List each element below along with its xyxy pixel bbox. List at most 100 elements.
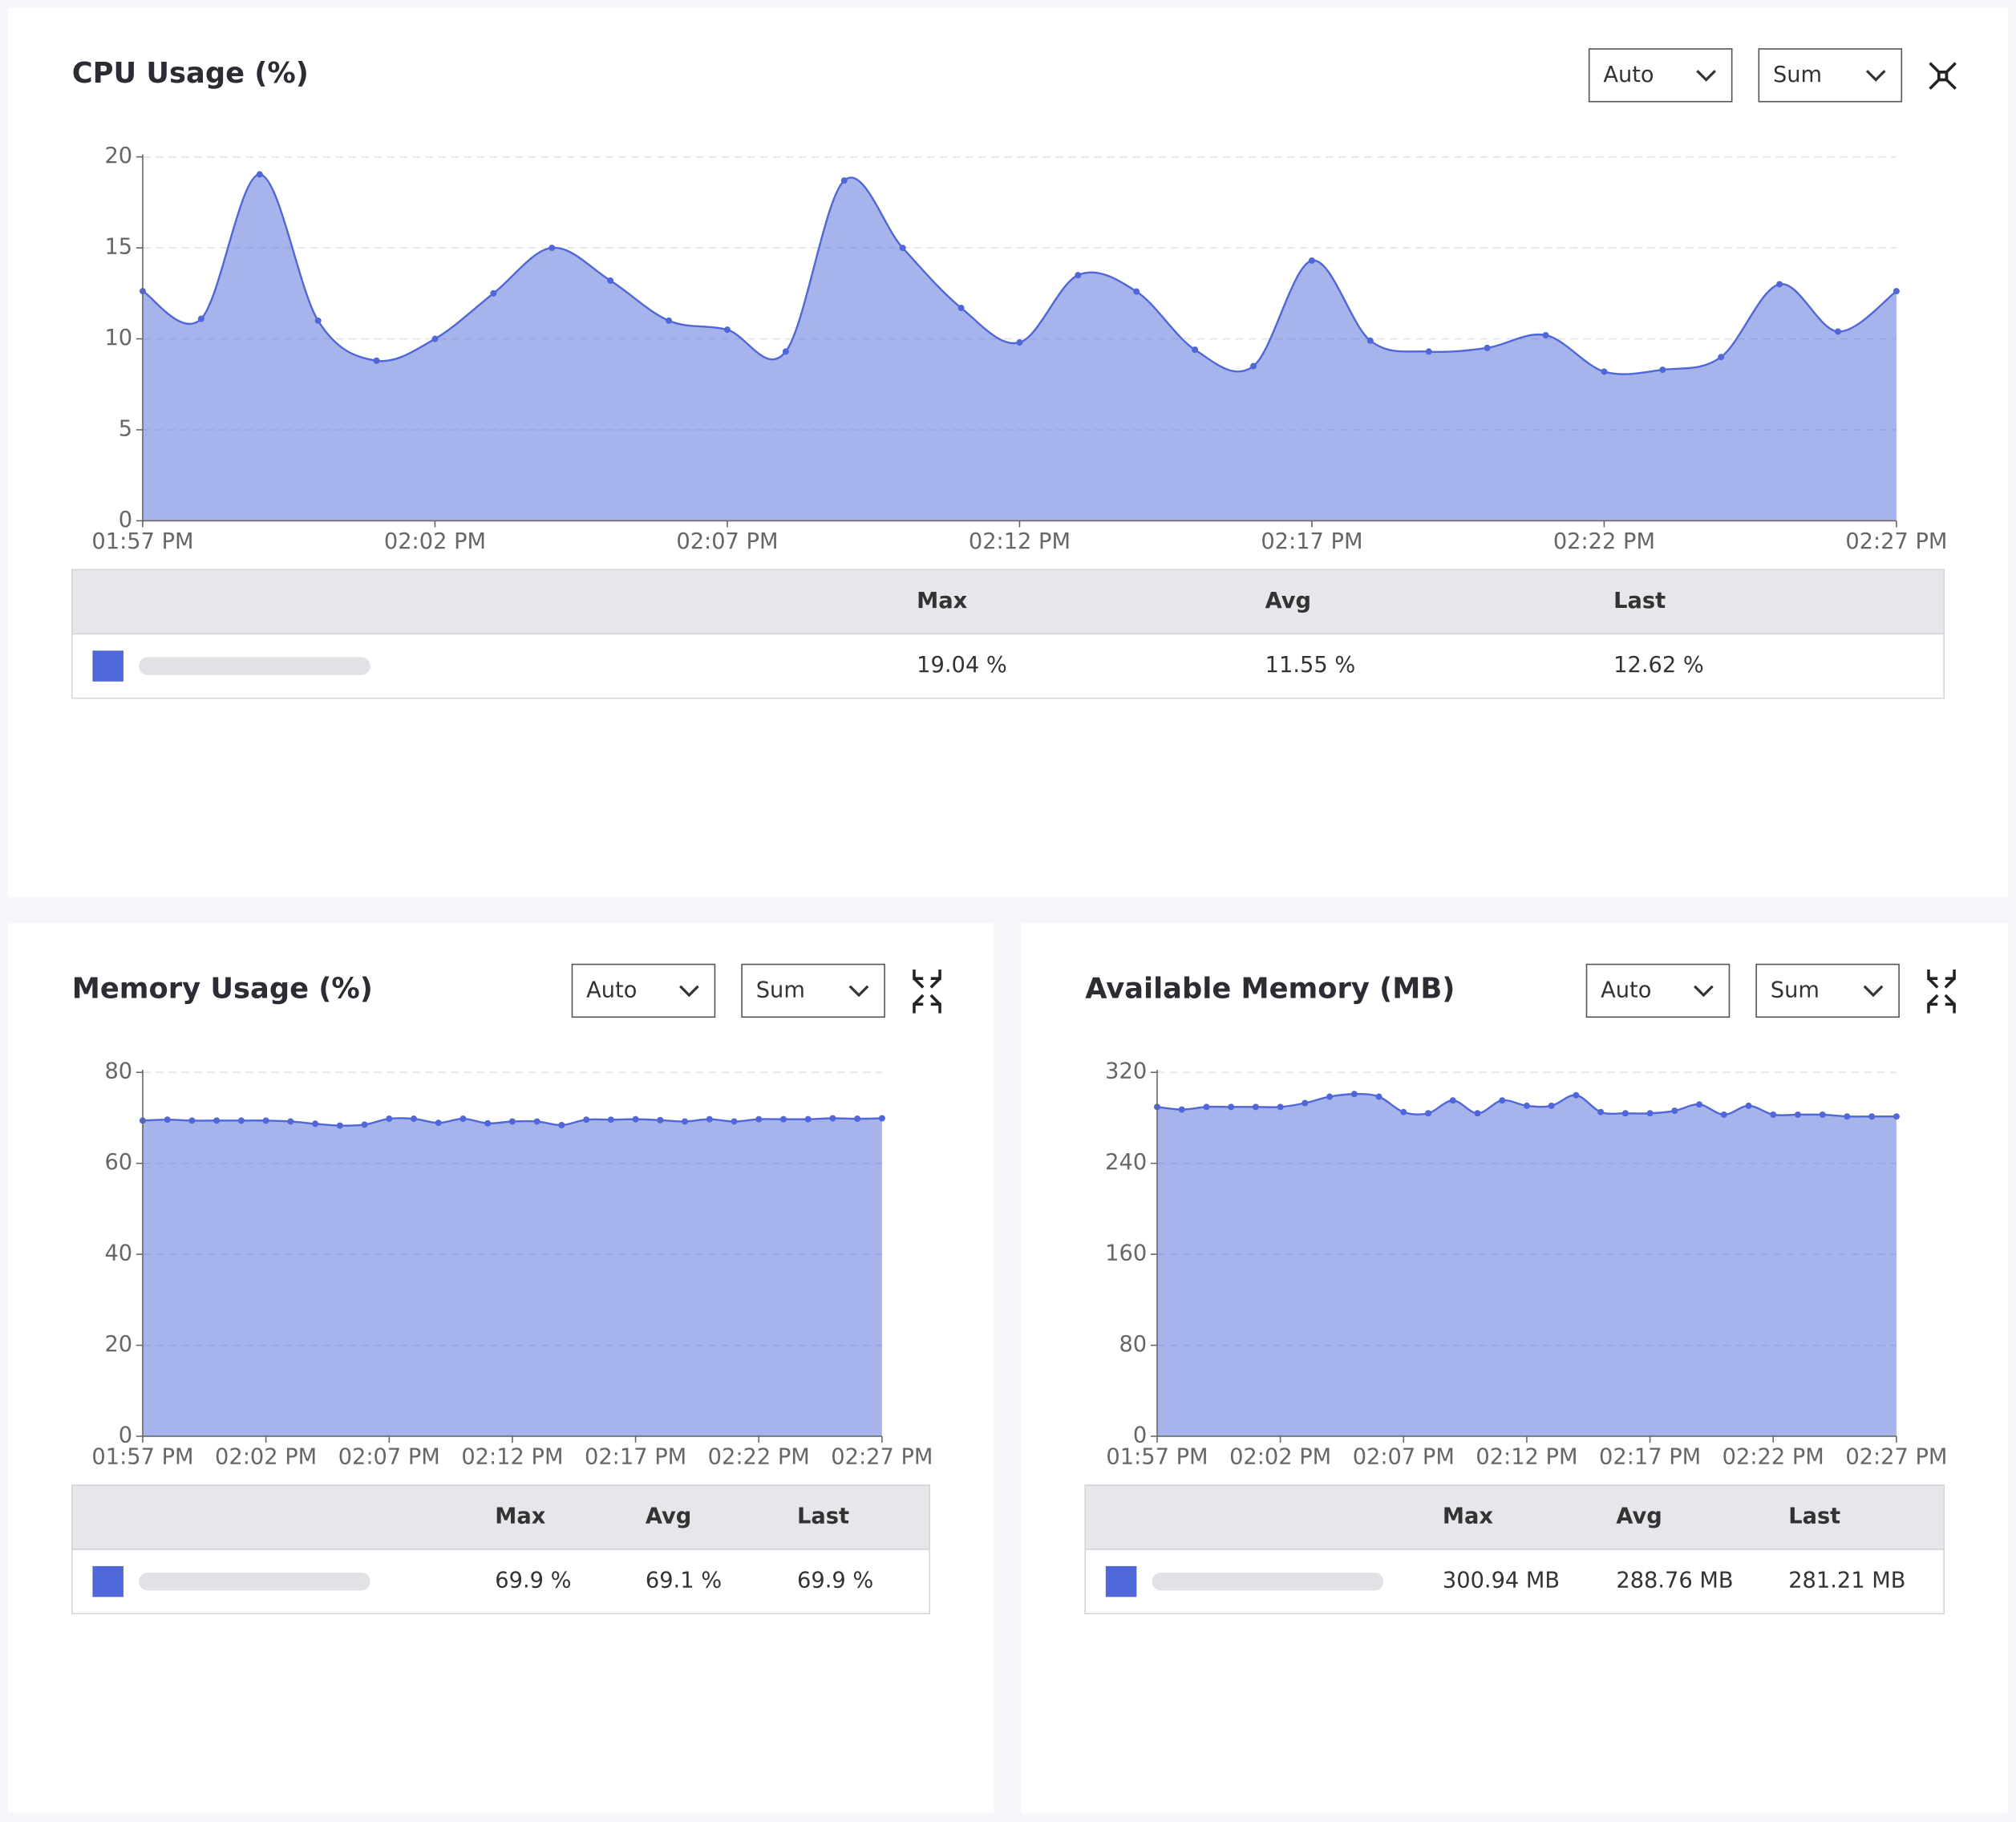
x-tick-label: 02:12 PM <box>969 529 1071 554</box>
expand-icon[interactable] <box>1937 71 1957 90</box>
point <box>508 1118 516 1125</box>
dropdown-label: Sum <box>756 978 805 1003</box>
column-header: Max <box>1443 1504 1494 1528</box>
expand-icon[interactable] <box>929 969 941 989</box>
table-cell: 69.1 % <box>646 1569 722 1593</box>
y-tick-label: 10 <box>104 326 132 350</box>
point <box>558 1122 565 1129</box>
point <box>1425 348 1432 355</box>
point <box>1277 1103 1284 1111</box>
line <box>142 173 1897 375</box>
table-cell: 12.62 % <box>1613 653 1704 678</box>
y-tick-label: 15 <box>104 235 132 260</box>
point <box>583 1116 590 1124</box>
x-tick-label: 02:22 PM <box>1723 1445 1824 1470</box>
point <box>1474 1110 1481 1117</box>
expand-icon[interactable] <box>1944 969 1956 989</box>
expand-icon[interactable] <box>1927 969 1939 989</box>
x-tick-label: 01:57 PM <box>91 1445 193 1470</box>
y-tick-label: 240 <box>1105 1150 1147 1175</box>
point <box>237 1117 245 1124</box>
area-fill <box>1156 1094 1897 1436</box>
point <box>1548 1102 1555 1109</box>
point <box>899 245 906 252</box>
point <box>1597 1108 1605 1115</box>
dropdown[interactable] <box>1755 963 1900 1018</box>
expand-icon[interactable] <box>913 994 925 1014</box>
y-tick-label: 60 <box>104 1150 132 1175</box>
point <box>1696 1101 1703 1108</box>
dropdown-label: Auto <box>1603 63 1654 87</box>
chevron <box>679 985 699 998</box>
point <box>1893 1113 1900 1120</box>
x-tick-label: 02:02 PM <box>215 1445 317 1470</box>
point <box>1192 346 1199 354</box>
point <box>1375 1093 1382 1100</box>
blurred-name <box>139 1572 370 1591</box>
blurred-name <box>1152 1572 1384 1591</box>
x-tick-label: 02:17 PM <box>585 1445 686 1470</box>
point <box>1250 362 1257 370</box>
point <box>1646 1110 1654 1117</box>
point <box>188 1117 196 1124</box>
dropdown[interactable] <box>1585 963 1731 1018</box>
table-cell: 288.76 MB <box>1616 1569 1733 1593</box>
dropdown-label: Auto <box>1601 978 1651 1003</box>
point <box>1523 1102 1530 1109</box>
point <box>779 1115 787 1123</box>
table-row <box>71 633 1945 699</box>
dropdown[interactable] <box>741 963 885 1018</box>
column-header: Last <box>797 1504 849 1528</box>
point <box>164 1116 171 1124</box>
point <box>829 1115 836 1122</box>
point <box>431 335 439 342</box>
y-tick-label: 80 <box>1119 1332 1147 1357</box>
point <box>1621 1110 1629 1117</box>
x-tick-label: 02:02 PM <box>384 529 486 554</box>
point <box>1893 288 1900 295</box>
y-tick-label: 20 <box>104 1332 132 1357</box>
y-tick-label: 160 <box>1105 1241 1147 1266</box>
point <box>682 1118 689 1125</box>
point <box>706 1115 713 1123</box>
expand-icon[interactable] <box>929 994 941 1014</box>
point <box>373 357 380 364</box>
x-tick-label: 02:12 PM <box>461 1445 563 1470</box>
point <box>1776 281 1783 288</box>
column-header: Avg <box>1616 1504 1662 1528</box>
legend-swatch <box>92 650 123 682</box>
x-tick-label: 01:57 PM <box>1106 1445 1208 1470</box>
point <box>957 304 965 311</box>
point <box>1400 1108 1407 1115</box>
expand-icon[interactable] <box>913 969 925 989</box>
dropdown[interactable] <box>1758 48 1903 103</box>
expand-icon[interactable] <box>1927 994 1939 1014</box>
point <box>410 1115 418 1123</box>
x-tick-label: 02:17 PM <box>1599 1445 1701 1470</box>
point <box>607 1116 614 1124</box>
point <box>1844 1113 1851 1120</box>
x-tick-label: 02:12 PM <box>1476 1445 1577 1470</box>
point <box>731 1118 738 1125</box>
chevron <box>1863 985 1884 998</box>
point <box>1499 1097 1506 1104</box>
point <box>1016 339 1023 346</box>
column-header: Max <box>917 589 968 613</box>
table-cell: 69.9 % <box>495 1569 571 1593</box>
table-cell: 69.9 % <box>797 1569 873 1593</box>
x-tick-label: 02:17 PM <box>1261 529 1362 554</box>
point <box>1834 328 1842 335</box>
dropdown-label: Auto <box>586 978 637 1003</box>
point <box>1573 1091 1580 1099</box>
point <box>657 1116 664 1124</box>
y-tick-label: 0 <box>1133 1423 1147 1447</box>
x-tick-label: 02:27 PM <box>831 1445 933 1470</box>
dropdown[interactable] <box>571 963 716 1018</box>
expand-icon[interactable] <box>1944 994 1956 1014</box>
dropdown[interactable] <box>1588 48 1733 103</box>
point <box>1425 1110 1432 1117</box>
column-header: Avg <box>1265 589 1311 613</box>
x-tick-label: 02:07 PM <box>338 1445 440 1470</box>
column-header: Max <box>495 1504 546 1528</box>
table-cell: 11.55 % <box>1265 653 1356 678</box>
